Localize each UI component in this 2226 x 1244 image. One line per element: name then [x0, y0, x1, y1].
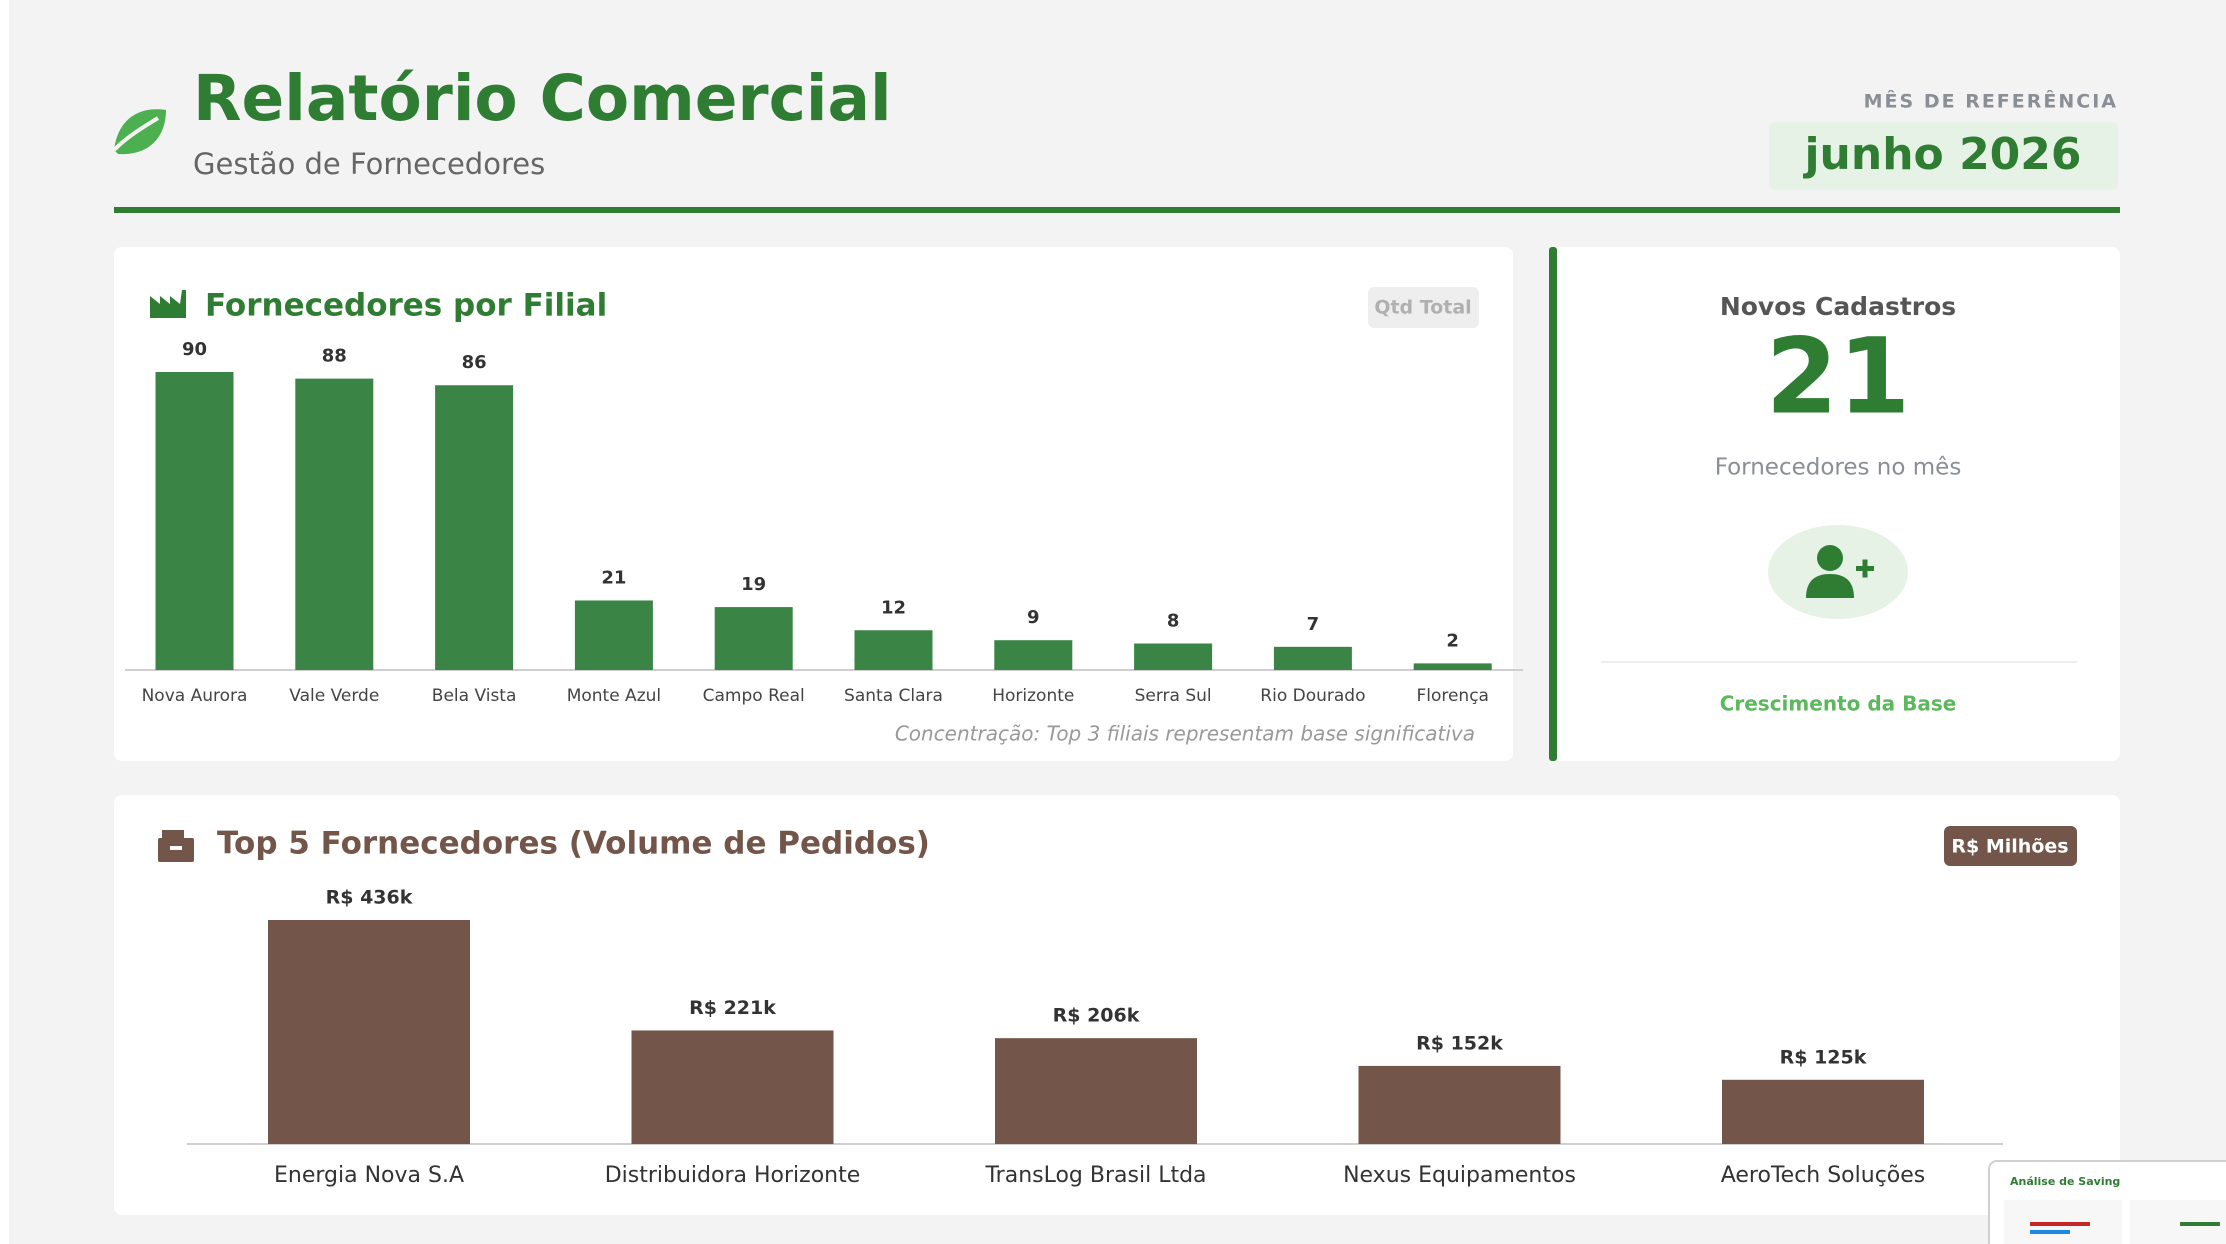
data-label: 7: [1307, 614, 1320, 635]
chart-title: Top 5 Fornecedores (Volume de Pedidos): [217, 826, 930, 862]
x-tick-label: TransLog Brasil Ltda: [984, 1163, 1206, 1188]
bar: [1134, 643, 1213, 670]
reference-box: [1769, 122, 2118, 190]
card: [114, 795, 2120, 1215]
data-label: 2: [1446, 630, 1459, 651]
thumbnail-detail: [2030, 1230, 2070, 1234]
icon-head: [1817, 545, 1843, 571]
icon-body: [1806, 574, 1854, 598]
bar: [631, 1030, 834, 1144]
x-tick-label: Bela Vista: [432, 686, 517, 706]
icon-plus: [1862, 559, 1868, 578]
thumbnail-title: Análise de Saving: [2010, 1175, 2120, 1188]
bar: [854, 630, 933, 670]
factory-icon: [150, 290, 186, 318]
bar: [574, 600, 653, 670]
data-label: 19: [741, 574, 766, 595]
page-title: Relatório Comercial: [193, 62, 892, 135]
bar: [994, 640, 1073, 670]
badge: [1368, 287, 1479, 328]
x-tick-label: Santa Clara: [844, 686, 943, 706]
kpi-icon-bg: [1768, 525, 1908, 619]
data-label: 9: [1027, 607, 1040, 628]
reference-label: MÊS DE REFERÊNCIA: [1864, 90, 2118, 113]
x-tick-label: Distribuidora Horizonte: [605, 1163, 861, 1188]
badge-text: Qtd Total: [1374, 297, 1471, 319]
x-tick-label: Monte Azul: [567, 686, 661, 706]
kpi-caption: Fornecedores no mês: [1715, 455, 1962, 481]
badge: [1944, 826, 2077, 866]
x-tick-label: Campo Real: [703, 686, 805, 706]
bar: [1413, 663, 1492, 670]
data-label: R$ 436k: [326, 887, 413, 909]
chart-note: Concentração: Top 3 filiais representam …: [895, 722, 1475, 746]
x-tick-label: Energia Nova S.A: [274, 1163, 464, 1188]
thumbnail-detail: [2180, 1222, 2220, 1226]
data-label: 88: [322, 346, 347, 367]
bar: [1273, 646, 1352, 670]
data-label: R$ 152k: [1416, 1032, 1503, 1054]
user-plus-icon: [1806, 545, 1874, 598]
kpi-footer: Crescimento da Base: [1720, 692, 1957, 716]
header-rule: [114, 207, 2120, 213]
box-icon: [158, 830, 194, 862]
bar: [995, 1038, 1197, 1144]
kpi-card: [1549, 247, 2120, 761]
frame-edge: [0, 0, 9, 1244]
data-label: 12: [881, 597, 906, 618]
x-tick-label: Horizonte: [992, 686, 1074, 706]
x-tick-label: Vale Verde: [289, 686, 379, 706]
data-label: 21: [601, 567, 626, 588]
x-tick-label: Nova Aurora: [142, 686, 248, 706]
x-tick-label: Serra Sul: [1135, 686, 1212, 706]
reference-month: junho 2026: [1802, 129, 2081, 180]
leaf-vein: [112, 116, 160, 152]
icon-shape: [162, 830, 184, 838]
chart-title: Fornecedores por Filial: [205, 288, 607, 324]
bar: [268, 920, 470, 1144]
bar: [435, 385, 514, 670]
data-label: 8: [1167, 611, 1180, 632]
icon-shape: [170, 846, 182, 850]
kpi-accent: [1549, 247, 1557, 761]
bar: [155, 372, 234, 670]
bar: [1358, 1065, 1561, 1144]
x-tick-label: AeroTech Soluções: [1721, 1163, 1926, 1188]
data-label: 86: [462, 352, 487, 373]
bar: [1722, 1079, 1924, 1144]
data-label: R$ 221k: [689, 997, 776, 1019]
page-subtitle: Gestão de Fornecedores: [193, 147, 545, 181]
x-tick-label: Nexus Equipamentos: [1343, 1163, 1576, 1188]
x-tick-label: Rio Dourado: [1260, 686, 1365, 706]
icon-shape: [150, 290, 186, 318]
data-label: 90: [182, 339, 207, 360]
bar: [295, 378, 374, 670]
bar: [714, 607, 793, 670]
thumbnail-detail: [2030, 1222, 2090, 1226]
data-label: R$ 206k: [1053, 1005, 1140, 1027]
data-label: R$ 125k: [1780, 1046, 1867, 1068]
kpi-value: 21: [1766, 315, 1911, 437]
kpi-title: Novos Cadastros: [1720, 292, 1956, 321]
badge-text: R$ Milhões: [1951, 836, 2068, 858]
x-tick-label: Florença: [1416, 686, 1489, 706]
